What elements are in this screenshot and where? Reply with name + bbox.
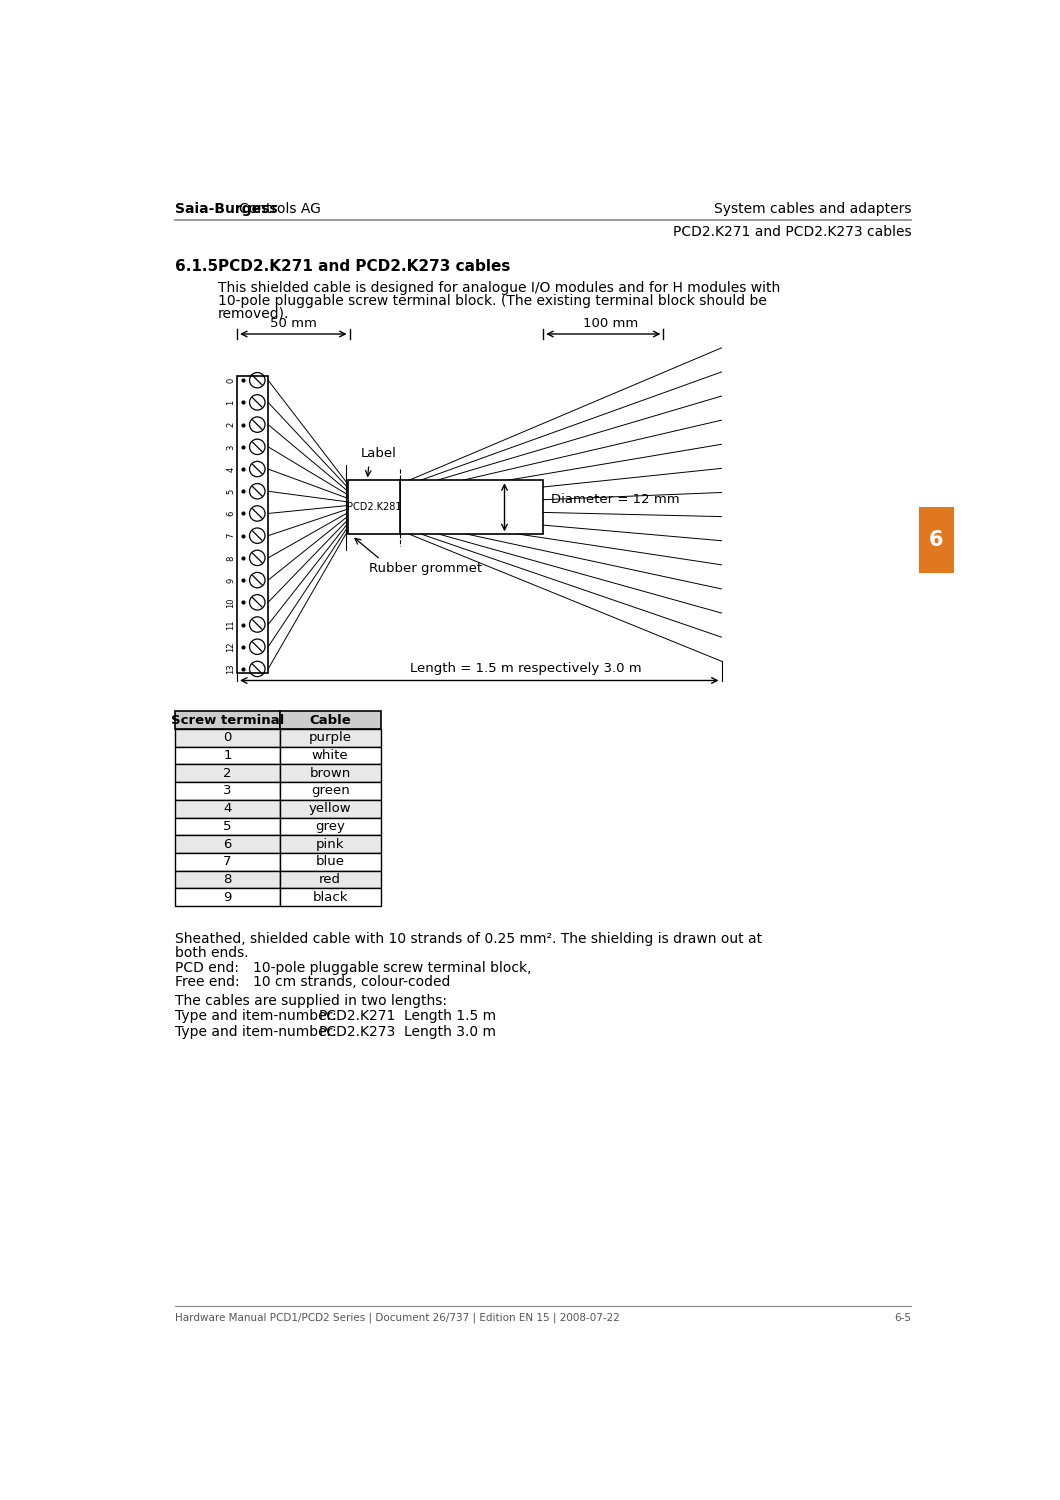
Text: 0: 0 <box>224 732 232 744</box>
Bar <box>280 836 381 854</box>
Text: Length 3.0 m: Length 3.0 m <box>404 1024 496 1038</box>
Text: Label: Label <box>361 447 398 460</box>
Bar <box>175 870 280 888</box>
Text: black: black <box>313 891 348 904</box>
Text: 10 cm strands, colour-coded: 10 cm strands, colour-coded <box>252 975 450 990</box>
Text: 9: 9 <box>224 891 232 904</box>
Text: blue: blue <box>316 855 344 868</box>
Bar <box>175 765 280 782</box>
Bar <box>280 711 381 729</box>
Text: Free end:: Free end: <box>175 975 240 990</box>
Text: pink: pink <box>316 837 344 850</box>
Text: Saia-Burgess: Saia-Burgess <box>175 202 278 216</box>
Text: 2: 2 <box>224 766 232 780</box>
Bar <box>400 480 543 534</box>
Bar <box>280 818 381 836</box>
Text: 10-pole pluggable screw terminal block. (The existing terminal block should be: 10-pole pluggable screw terminal block. … <box>217 294 766 307</box>
Text: 5: 5 <box>224 821 232 833</box>
Text: 3: 3 <box>227 444 235 450</box>
Text: Length = 1.5 m respectively 3.0 m: Length = 1.5 m respectively 3.0 m <box>410 662 641 675</box>
Bar <box>237 376 268 674</box>
Text: Controls AG: Controls AG <box>238 202 320 216</box>
Text: PCD2.K271: PCD2.K271 <box>318 1010 395 1023</box>
Text: Length 1.5 m: Length 1.5 m <box>404 1010 496 1023</box>
Bar <box>175 747 280 765</box>
Bar <box>280 729 381 747</box>
Text: 6-5: 6-5 <box>895 1312 912 1323</box>
Text: Sheathed, shielded cable with 10 strands of 0.25 mm². The shielding is drawn out: Sheathed, shielded cable with 10 strands… <box>175 932 762 946</box>
Text: brown: brown <box>310 766 351 780</box>
Text: grey: grey <box>315 821 346 833</box>
Bar <box>175 853 280 870</box>
Bar <box>348 480 400 534</box>
Text: PCD2.K271 and PCD2.K273 cables: PCD2.K271 and PCD2.K273 cables <box>673 225 912 240</box>
Bar <box>280 765 381 782</box>
Text: 0: 0 <box>227 378 235 382</box>
Text: System cables and adapters: System cables and adapters <box>713 202 912 216</box>
Text: 7: 7 <box>227 532 235 538</box>
Text: 13: 13 <box>227 663 235 675</box>
Text: PCD end:: PCD end: <box>175 962 240 975</box>
Bar <box>280 747 381 765</box>
Bar <box>280 782 381 800</box>
Bar <box>175 711 280 729</box>
Text: PCD2.K273: PCD2.K273 <box>318 1024 395 1038</box>
Text: Type and item-number:: Type and item-number: <box>175 1010 337 1023</box>
Bar <box>175 818 280 836</box>
Text: 10-pole pluggable screw terminal block,: 10-pole pluggable screw terminal block, <box>252 962 531 975</box>
Text: 12: 12 <box>227 642 235 652</box>
Text: 50 mm: 50 mm <box>270 316 317 330</box>
Text: 5: 5 <box>227 489 235 494</box>
Text: Screw terminal: Screw terminal <box>171 714 284 726</box>
Bar <box>280 853 381 870</box>
Bar <box>175 836 280 854</box>
Text: 3: 3 <box>224 784 232 798</box>
Text: Cable: Cable <box>310 714 351 726</box>
Text: 6: 6 <box>224 837 232 850</box>
Text: 2: 2 <box>227 422 235 428</box>
Text: 1: 1 <box>224 748 232 762</box>
Text: 9: 9 <box>227 578 235 582</box>
Text: Rubber grommet: Rubber grommet <box>369 562 482 576</box>
Text: 10: 10 <box>227 597 235 608</box>
Bar <box>175 800 280 818</box>
Text: 6: 6 <box>929 530 943 549</box>
Text: 11: 11 <box>227 620 235 630</box>
Text: both ends.: both ends. <box>175 946 249 960</box>
Text: green: green <box>311 784 350 798</box>
Bar <box>280 888 381 906</box>
Text: 7: 7 <box>224 855 232 868</box>
Bar <box>919 507 954 573</box>
Text: PCD2.K271 and PCD2.K273 cables: PCD2.K271 and PCD2.K273 cables <box>217 258 510 273</box>
Text: This shielded cable is designed for analogue I/O modules and for H modules with: This shielded cable is designed for anal… <box>217 280 780 296</box>
Text: 1: 1 <box>227 400 235 405</box>
Bar <box>280 870 381 888</box>
Text: The cables are supplied in two lengths:: The cables are supplied in two lengths: <box>175 994 447 1008</box>
Text: 6: 6 <box>227 512 235 516</box>
Text: Diameter = 12 mm: Diameter = 12 mm <box>551 494 679 506</box>
Bar <box>175 729 280 747</box>
Text: removed).: removed). <box>217 308 289 321</box>
Text: PCD2.K281: PCD2.K281 <box>347 503 401 513</box>
Text: yellow: yellow <box>308 802 352 814</box>
Text: Hardware Manual PCD1/PCD2 Series | Document 26/737 | Edition EN 15 | 2008-07-22: Hardware Manual PCD1/PCD2 Series | Docum… <box>175 1312 620 1323</box>
Text: purple: purple <box>308 732 352 744</box>
Text: 8: 8 <box>224 873 232 886</box>
Text: 4: 4 <box>227 466 235 471</box>
Bar <box>175 888 280 906</box>
Text: 4: 4 <box>224 802 232 814</box>
Text: white: white <box>312 748 349 762</box>
Bar <box>175 782 280 800</box>
Text: 6.1.5: 6.1.5 <box>175 258 218 273</box>
Text: Type and item-number:: Type and item-number: <box>175 1024 337 1038</box>
Bar <box>280 800 381 818</box>
Text: 8: 8 <box>227 555 235 561</box>
Text: red: red <box>319 873 341 886</box>
Text: 100 mm: 100 mm <box>583 316 639 330</box>
